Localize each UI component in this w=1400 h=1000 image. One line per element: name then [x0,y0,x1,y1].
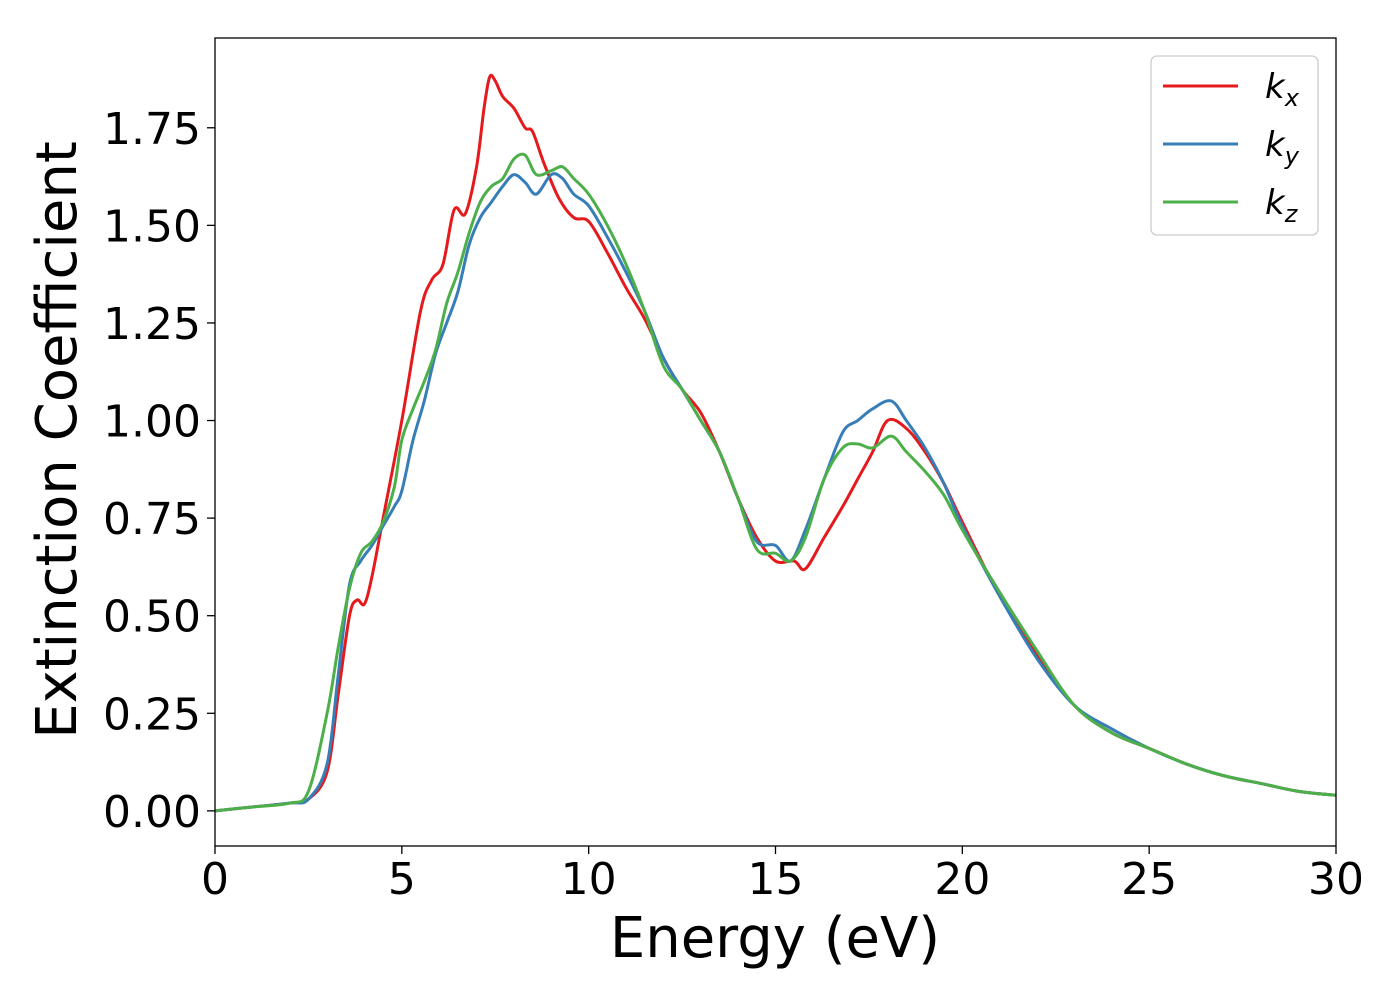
series-line-z [215,152,1336,813]
series-line-y [215,172,1336,813]
x-tick-label: 25 [1121,854,1177,905]
y-tick-label: 1.75 [103,104,201,155]
y-tick-label: 0.00 [103,787,201,838]
y-tick-label: 0.50 [103,592,201,643]
legend-label-x: kx [1265,67,1300,112]
x-tick-label: 15 [748,854,804,905]
y-tick-label: 0.25 [103,689,201,740]
x-tick-label: 30 [1308,854,1364,905]
y-tick-label: 1.50 [103,201,201,252]
x-tick-label: 20 [934,854,990,905]
y-axis-label: Extinction Coefficient [25,141,90,739]
x-axis-label: Energy (eV) [610,906,940,971]
legend: kx ky kz [1150,55,1319,236]
legend-label-z: kz [1265,183,1299,228]
y-tick-label: 0.75 [103,494,201,545]
x-tick-label: 5 [388,854,416,905]
y-tick-label: 1.00 [103,397,201,448]
x-tick-label: 10 [561,854,617,905]
x-tick-label: 0 [201,854,229,905]
y-axis-ticks: 0.00 0.25 0.50 0.75 1.00 1.25 1.50 1.75 [103,104,215,838]
y-tick-label: 1.25 [103,299,201,350]
x-axis-ticks: 0 5 10 15 20 25 30 [201,846,1364,905]
legend-label-y: ky [1265,125,1300,170]
